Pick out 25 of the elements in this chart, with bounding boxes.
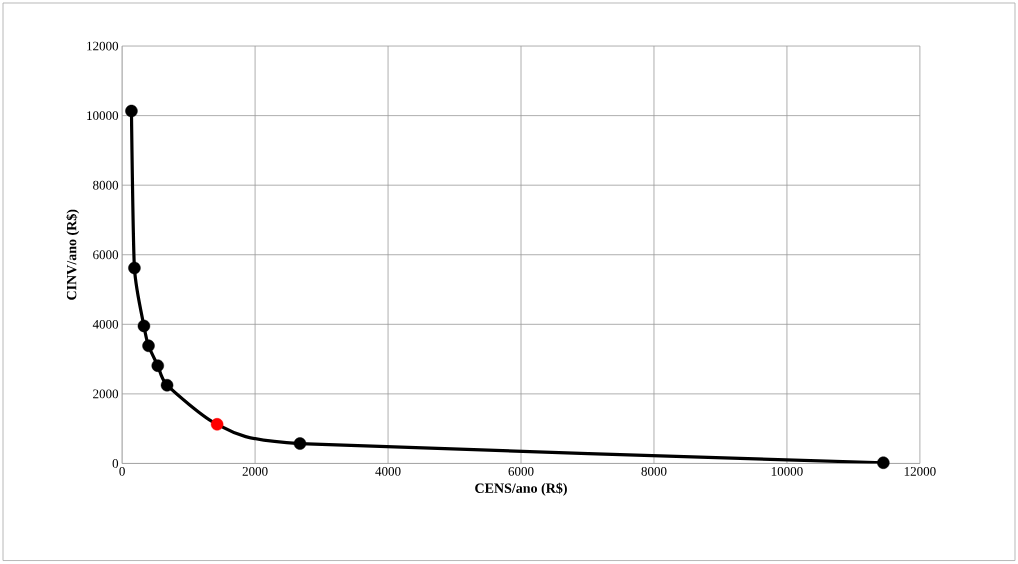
x-tick-label: 10000 xyxy=(771,467,803,476)
y-tick-label: 6000 xyxy=(93,250,119,260)
point xyxy=(293,437,307,451)
y-tick-label: 4000 xyxy=(92,320,119,329)
x-tick-label: 2000 xyxy=(242,467,268,476)
y-tick-label: 0 xyxy=(112,459,119,469)
x-tick-label: 12000 xyxy=(904,467,936,476)
y-tick-label: 10000 xyxy=(87,111,119,121)
point xyxy=(160,379,174,392)
x-tick-label: 0 xyxy=(119,467,125,476)
point xyxy=(877,456,890,470)
y-axis-title: CINV/ano (R$) xyxy=(66,209,80,301)
x-axis-title: CENS/ano (R$) xyxy=(475,482,567,496)
point xyxy=(128,261,141,275)
y-tick-label: 12000 xyxy=(87,41,119,51)
point xyxy=(137,319,151,333)
point xyxy=(210,418,224,431)
x-tick-label: 6000 xyxy=(508,467,534,476)
x-tick-label: 8000 xyxy=(641,467,667,476)
y-tick-label: 8000 xyxy=(93,181,119,190)
point xyxy=(151,359,164,373)
x-tick-label: 4000 xyxy=(375,467,401,476)
point xyxy=(125,104,138,118)
point xyxy=(142,339,155,353)
y-tick-label: 2000 xyxy=(93,389,119,399)
